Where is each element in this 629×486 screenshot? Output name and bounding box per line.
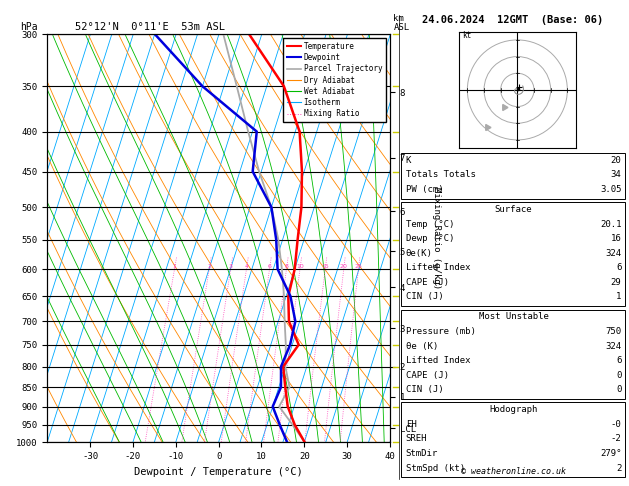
Text: 2: 2 [207,264,211,269]
Text: km
ASL: km ASL [393,14,409,32]
Text: θe(K): θe(K) [406,249,433,258]
Y-axis label: Mixing Ratio (g/kg): Mixing Ratio (g/kg) [432,187,441,289]
Text: Lifted Index: Lifted Index [406,356,470,365]
Text: Temp (°C): Temp (°C) [406,220,454,228]
Text: θe (K): θe (K) [406,342,438,350]
Text: -0: -0 [611,420,621,429]
Text: StmSpd (kt): StmSpd (kt) [406,464,465,472]
Text: 20: 20 [340,264,348,269]
Text: 3: 3 [229,264,233,269]
Legend: Temperature, Dewpoint, Parcel Trajectory, Dry Adiabat, Wet Adiabat, Isotherm, Mi: Temperature, Dewpoint, Parcel Trajectory… [283,38,386,122]
X-axis label: Dewpoint / Temperature (°C): Dewpoint / Temperature (°C) [134,467,303,477]
Text: 20.1: 20.1 [600,220,621,228]
Text: PW (cm): PW (cm) [406,185,443,194]
Text: 20: 20 [611,156,621,165]
Text: 6: 6 [267,264,272,269]
Text: StmDir: StmDir [406,449,438,458]
Text: 1: 1 [616,293,621,301]
Text: 29: 29 [611,278,621,287]
Text: CAPE (J): CAPE (J) [406,371,448,380]
Text: 3.05: 3.05 [600,185,621,194]
Text: 4: 4 [245,264,248,269]
Text: kt: kt [462,31,472,40]
Text: -2: -2 [611,434,621,443]
Text: 16: 16 [611,234,621,243]
Text: 1: 1 [172,264,177,269]
Text: K: K [406,156,411,165]
Text: SREH: SREH [406,434,427,443]
Text: 6: 6 [616,356,621,365]
Text: Hodograph: Hodograph [489,405,538,414]
Text: CIN (J): CIN (J) [406,385,443,394]
Text: 6: 6 [616,263,621,272]
Text: Totals Totals: Totals Totals [406,171,476,179]
Text: Most Unstable: Most Unstable [479,312,548,321]
Text: 10: 10 [296,264,304,269]
Text: 2: 2 [616,464,621,472]
Text: © weatheronline.co.uk: © weatheronline.co.uk [461,467,566,476]
Text: 279°: 279° [600,449,621,458]
Text: 8: 8 [284,264,289,269]
Text: EH: EH [406,420,416,429]
Text: 324: 324 [605,249,621,258]
Text: 750: 750 [605,327,621,336]
Text: CIN (J): CIN (J) [406,293,443,301]
Text: 324: 324 [605,342,621,350]
Text: Surface: Surface [495,205,532,214]
Text: Pressure (mb): Pressure (mb) [406,327,476,336]
Text: Dewp (°C): Dewp (°C) [406,234,454,243]
Text: hPa: hPa [19,22,37,32]
Text: 0: 0 [616,385,621,394]
Text: 0: 0 [616,371,621,380]
Text: Lifted Index: Lifted Index [406,263,470,272]
Text: 34: 34 [611,171,621,179]
Text: CAPE (J): CAPE (J) [406,278,448,287]
Text: 25: 25 [355,264,362,269]
Text: 24.06.2024  12GMT  (Base: 06): 24.06.2024 12GMT (Base: 06) [422,15,603,25]
Text: 15: 15 [321,264,329,269]
Text: 52°12'N  0°11'E  53m ASL: 52°12'N 0°11'E 53m ASL [75,22,225,32]
